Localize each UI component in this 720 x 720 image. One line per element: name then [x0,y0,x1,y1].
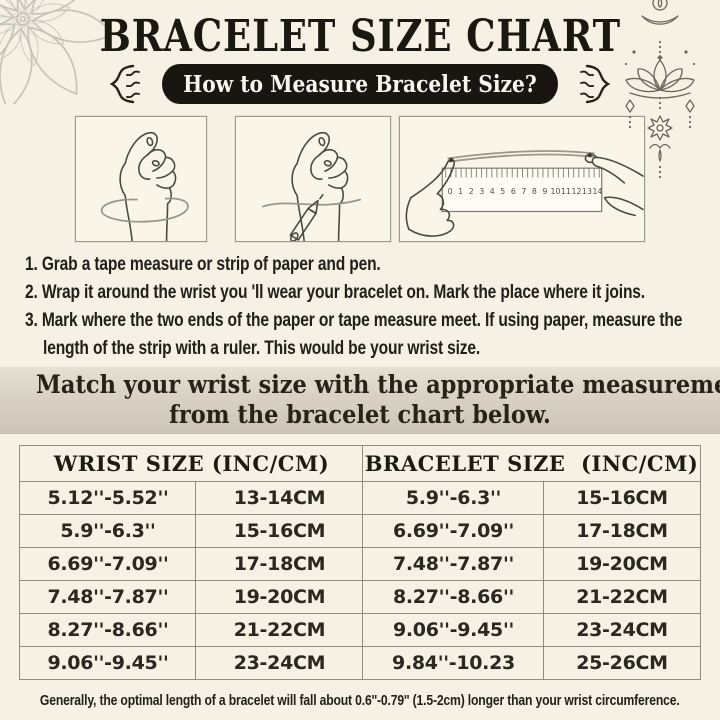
wrist-inches-cell: 7.48''-7.87'' [19,580,197,614]
size-row: 7.48''-7.87'' 19-20CM 8.27''-8.66'' 21-2… [19,580,701,614]
page-title: BRACELET SIZE CHART [99,11,621,62]
size-row: 9.06''-9.45'' 23-24CM 9.84''-10.23 25-26… [19,646,701,680]
footnote-row: Generally, the optimal length of a brace… [0,693,720,709]
wrist-cm-cell: 17-18CM [195,547,364,581]
flourish-right-icon [580,64,611,104]
size-row: 5.12''-5.52'' 13-14CM 5.9''-6.3'' 15-16C… [19,481,701,515]
svg-text:4: 4 [490,187,495,196]
wrist-inches-cell: 6.69''-7.09'' [19,547,197,581]
flourish-left-icon [109,64,140,104]
banner-line-2: from the bracelet chart below. [169,400,551,429]
bracelet-inches-cell: 9.06''-9.45'' [362,613,545,647]
svg-text:3: 3 [479,187,484,196]
fist-with-tape-icon [100,131,189,241]
svg-text:7: 7 [521,187,526,196]
wrist-size-header: WRIST SIZE (INC/CM) [19,445,364,482]
step1-illustration [75,116,207,242]
banner-line-1: Match your wrist size with the appropria… [36,370,720,399]
svg-text:5: 5 [500,187,505,196]
svg-text:11: 11 [561,187,571,196]
subtitle-row: How to Measure Bracelet Size? [0,63,720,105]
wrist-cm-cell: 21-22CM [195,613,364,647]
step2-illustration [235,116,391,242]
bracelet-cm-cell: 21-22CM [543,580,701,614]
how-to-measure-badge: How to Measure Bracelet Size? [162,64,558,104]
bracelet-inches-cell: 9.84''-10.23 [362,646,545,680]
svg-text:8: 8 [532,187,537,196]
svg-text:1: 1 [458,187,463,196]
size-table: WRIST SIZE (INC/CM) BRACELET SIZE (INC/C… [19,445,701,680]
bracelet-cm-cell: 23-24CM [543,613,701,647]
bracelet-inches-cell: 5.9''-6.3'' [362,481,545,515]
measure-steps-illustrations: 0 1 2 3 4 5 6 7 8 9 10 11 12 13 14 [0,116,720,242]
wrist-cm-cell: 13-14CM [195,481,364,515]
svg-text:10: 10 [550,187,560,196]
svg-text:0: 0 [448,187,453,196]
badge-label: How to Measure Bracelet Size? [183,70,537,98]
bracelet-size-header: BRACELET SIZE (INC/CM) [362,445,701,482]
match-size-banner: Match your wrist size with the appropria… [0,366,720,434]
instruction-step-3: 3. Mark where the two ends of the paper … [25,310,683,359]
bracelet-inches-cell: 7.48''-7.87'' [362,547,545,581]
size-table-header-row: WRIST SIZE (INC/CM) BRACELET SIZE (INC/C… [19,445,701,482]
bracelet-cm-cell: 25-26CM [543,646,701,680]
instruction-step-2: 2. Wrap it around the wrist you 'll wear… [25,282,645,303]
instructions-list: 1. Grab a tape measure or strip of paper… [25,251,689,363]
bracelet-cm-cell: 17-18CM [543,514,701,548]
svg-text:12: 12 [572,187,582,196]
wrist-inches-cell: 5.12''-5.52'' [19,481,197,515]
svg-text:2: 2 [469,187,474,196]
bracelet-inches-cell: 6.69''-7.09'' [362,514,545,548]
wrist-cm-cell: 15-16CM [195,514,364,548]
instruction-step-1: 1. Grab a tape measure or strip of paper… [25,254,381,275]
svg-text:13: 13 [582,187,592,196]
bracelet-cm-cell: 19-20CM [543,547,701,581]
footer-note: Generally, the optimal length of a brace… [40,693,680,709]
size-row: 5.9''-6.3'' 15-16CM 6.69''-7.09'' 17-18C… [19,514,701,548]
wrist-inches-cell: 9.06''-9.45'' [19,646,197,680]
size-row: 8.27''-8.66'' 21-22CM 9.06''-9.45'' 23-2… [19,613,701,647]
step3-illustration: 0 1 2 3 4 5 6 7 8 9 10 11 12 13 14 [399,116,645,242]
size-row: 6.69''-7.09'' 17-18CM 7.48''-7.87'' 19-2… [19,547,701,581]
wrist-cm-cell: 19-20CM [195,580,364,614]
ruler-measure-icon: 0 1 2 3 4 5 6 7 8 9 10 11 12 13 14 [405,150,644,237]
svg-text:14: 14 [593,187,603,196]
wrist-cm-cell: 23-24CM [195,646,364,680]
wrist-inches-cell: 5.9''-6.3'' [19,514,197,548]
fist-with-pen-icon [261,131,362,241]
bracelet-inches-cell: 8.27''-8.66'' [362,580,545,614]
wrist-inches-cell: 8.27''-8.66'' [19,613,197,647]
ruler-numbers: 0 1 2 3 4 5 6 7 8 9 10 11 12 13 14 [448,187,603,196]
bracelet-cm-cell: 15-16CM [543,481,701,515]
svg-text:6: 6 [511,187,516,196]
svg-text:9: 9 [542,187,547,196]
